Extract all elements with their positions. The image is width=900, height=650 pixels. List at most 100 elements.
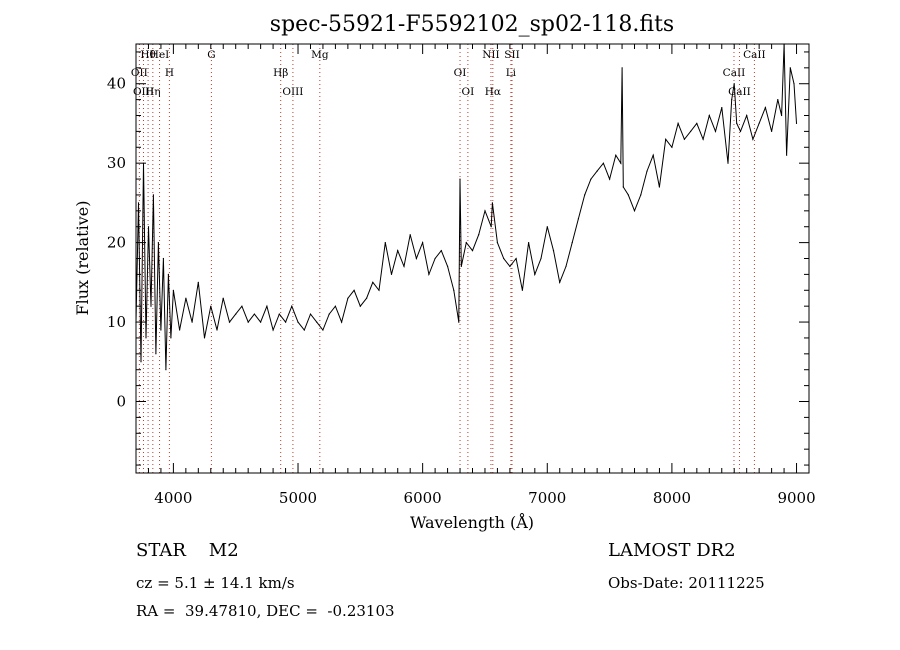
spectrum-point (210, 305, 212, 307)
spectrum-point (137, 202, 140, 204)
spectrum-point (621, 67, 623, 69)
spectrum-point (285, 321, 287, 323)
spectrum-point (460, 265, 462, 267)
spectrum-point (491, 202, 493, 204)
spectrum-point (152, 194, 154, 196)
spectrum-point (465, 242, 467, 244)
spectrum-point (515, 257, 517, 260)
y-axis-label: Flux (relative) (73, 201, 92, 316)
spectrum-point (458, 321, 460, 323)
spectrum-point (652, 154, 654, 156)
spectrum-point (415, 257, 417, 260)
survey-name: LAMOST DR2 (608, 540, 736, 561)
spectrum-point (771, 130, 773, 132)
spectrum-point (291, 305, 293, 307)
reference-line-label: Hη (145, 86, 160, 98)
spectrum-point (733, 83, 735, 85)
spectrum-point (471, 250, 474, 252)
spectrum-point (316, 321, 318, 323)
spectrum-point (297, 321, 299, 323)
reference-line-label: G (207, 49, 215, 61)
spectrum-point (646, 170, 648, 172)
x-tick-label: 8000 (653, 489, 691, 507)
spectrum-point (145, 337, 147, 339)
spectrum-point (397, 250, 399, 252)
spectrum-point (366, 297, 368, 299)
spectrum-point (303, 329, 305, 331)
spectrum-point (278, 313, 280, 315)
spectrum-point (559, 281, 561, 283)
spectrum-point (203, 337, 206, 339)
spectrum-point (165, 369, 167, 371)
spectrum-point (752, 138, 754, 140)
spectrum-point (328, 313, 330, 315)
redshift-velocity: cz = 5.1 ± 14.1 km/s (136, 574, 295, 592)
spectrum-point (347, 297, 349, 299)
spectrum-point (216, 329, 218, 331)
spectrum-point (546, 226, 548, 228)
x-tick-label: 4000 (154, 489, 192, 507)
reference-line-label: OI (462, 86, 475, 98)
y-tick-label: 0 (116, 393, 126, 411)
reference-line-label: HeI (150, 49, 170, 61)
spectrum-point (521, 289, 524, 291)
spectrum-point (658, 186, 661, 188)
spectrum-point (147, 226, 150, 228)
spectrum-point (167, 273, 169, 275)
spectrum-point (235, 313, 237, 315)
spectrum-point (640, 194, 642, 196)
spectrum-point (272, 329, 274, 331)
reference-line-label: OIII (282, 86, 303, 98)
spectrum-point (422, 242, 424, 244)
spectrum-point (434, 257, 436, 260)
spectrum-point (708, 114, 710, 117)
spectrum-point (596, 170, 598, 172)
reference-line-label: OI (454, 67, 467, 79)
plot-frame (135, 43, 810, 474)
reference-line-label: Mg (311, 49, 329, 61)
spectrum-point (739, 130, 742, 132)
spectrum-point (322, 329, 324, 331)
spectrum-point (534, 273, 536, 275)
reference-line-label: OIII (133, 86, 154, 98)
spectrum-point (602, 162, 605, 164)
spectrum-point (503, 257, 505, 260)
spectrum-point (170, 337, 172, 339)
observation-date: Obs-Date: 20111225 (608, 574, 765, 592)
spectrum-point (222, 297, 224, 299)
x-tick-label: 5000 (279, 489, 317, 507)
spectrum-point (185, 297, 187, 299)
spectrum-point (428, 273, 430, 275)
spectrum-point (309, 313, 312, 315)
spectrum-point (633, 210, 636, 212)
spectrum-point (671, 146, 673, 148)
spectrum-point (197, 281, 199, 283)
spectrum-point (727, 162, 729, 164)
object-class: STAR M2 (136, 540, 239, 561)
spectrum-point (378, 289, 380, 291)
spectrum-point (540, 257, 542, 260)
spectrum-point (247, 321, 249, 323)
spectrum-point (191, 321, 193, 323)
reference-line-label: Hα (485, 86, 501, 98)
spectrum-point (615, 154, 617, 156)
spectrum-point (478, 234, 480, 236)
reference-lines: Hθ OII OIII HeI H Hη G Hβ OIII Mg OI OI NII Li Hα SII Ca… (131, 44, 766, 473)
spectrum-point (714, 130, 717, 132)
spectrum-point (496, 242, 498, 244)
reference-line-label: CaII (728, 86, 751, 98)
reference-line-label: OII (131, 67, 148, 79)
spectrum-point (552, 250, 555, 252)
spectrum-point (789, 67, 791, 69)
spectrum-point (157, 242, 159, 244)
spectrum-point (155, 353, 157, 355)
spectrum-point (571, 242, 573, 244)
spectrum-point (764, 107, 767, 109)
spectrum-point (683, 138, 686, 140)
reference-line-label: SII (504, 49, 520, 61)
spectrum-point (372, 281, 374, 283)
spectrum-point (793, 83, 795, 85)
chart-title: spec-55921-F5592102_sp02-118.fits (270, 12, 674, 37)
spectrum-point (702, 138, 704, 140)
